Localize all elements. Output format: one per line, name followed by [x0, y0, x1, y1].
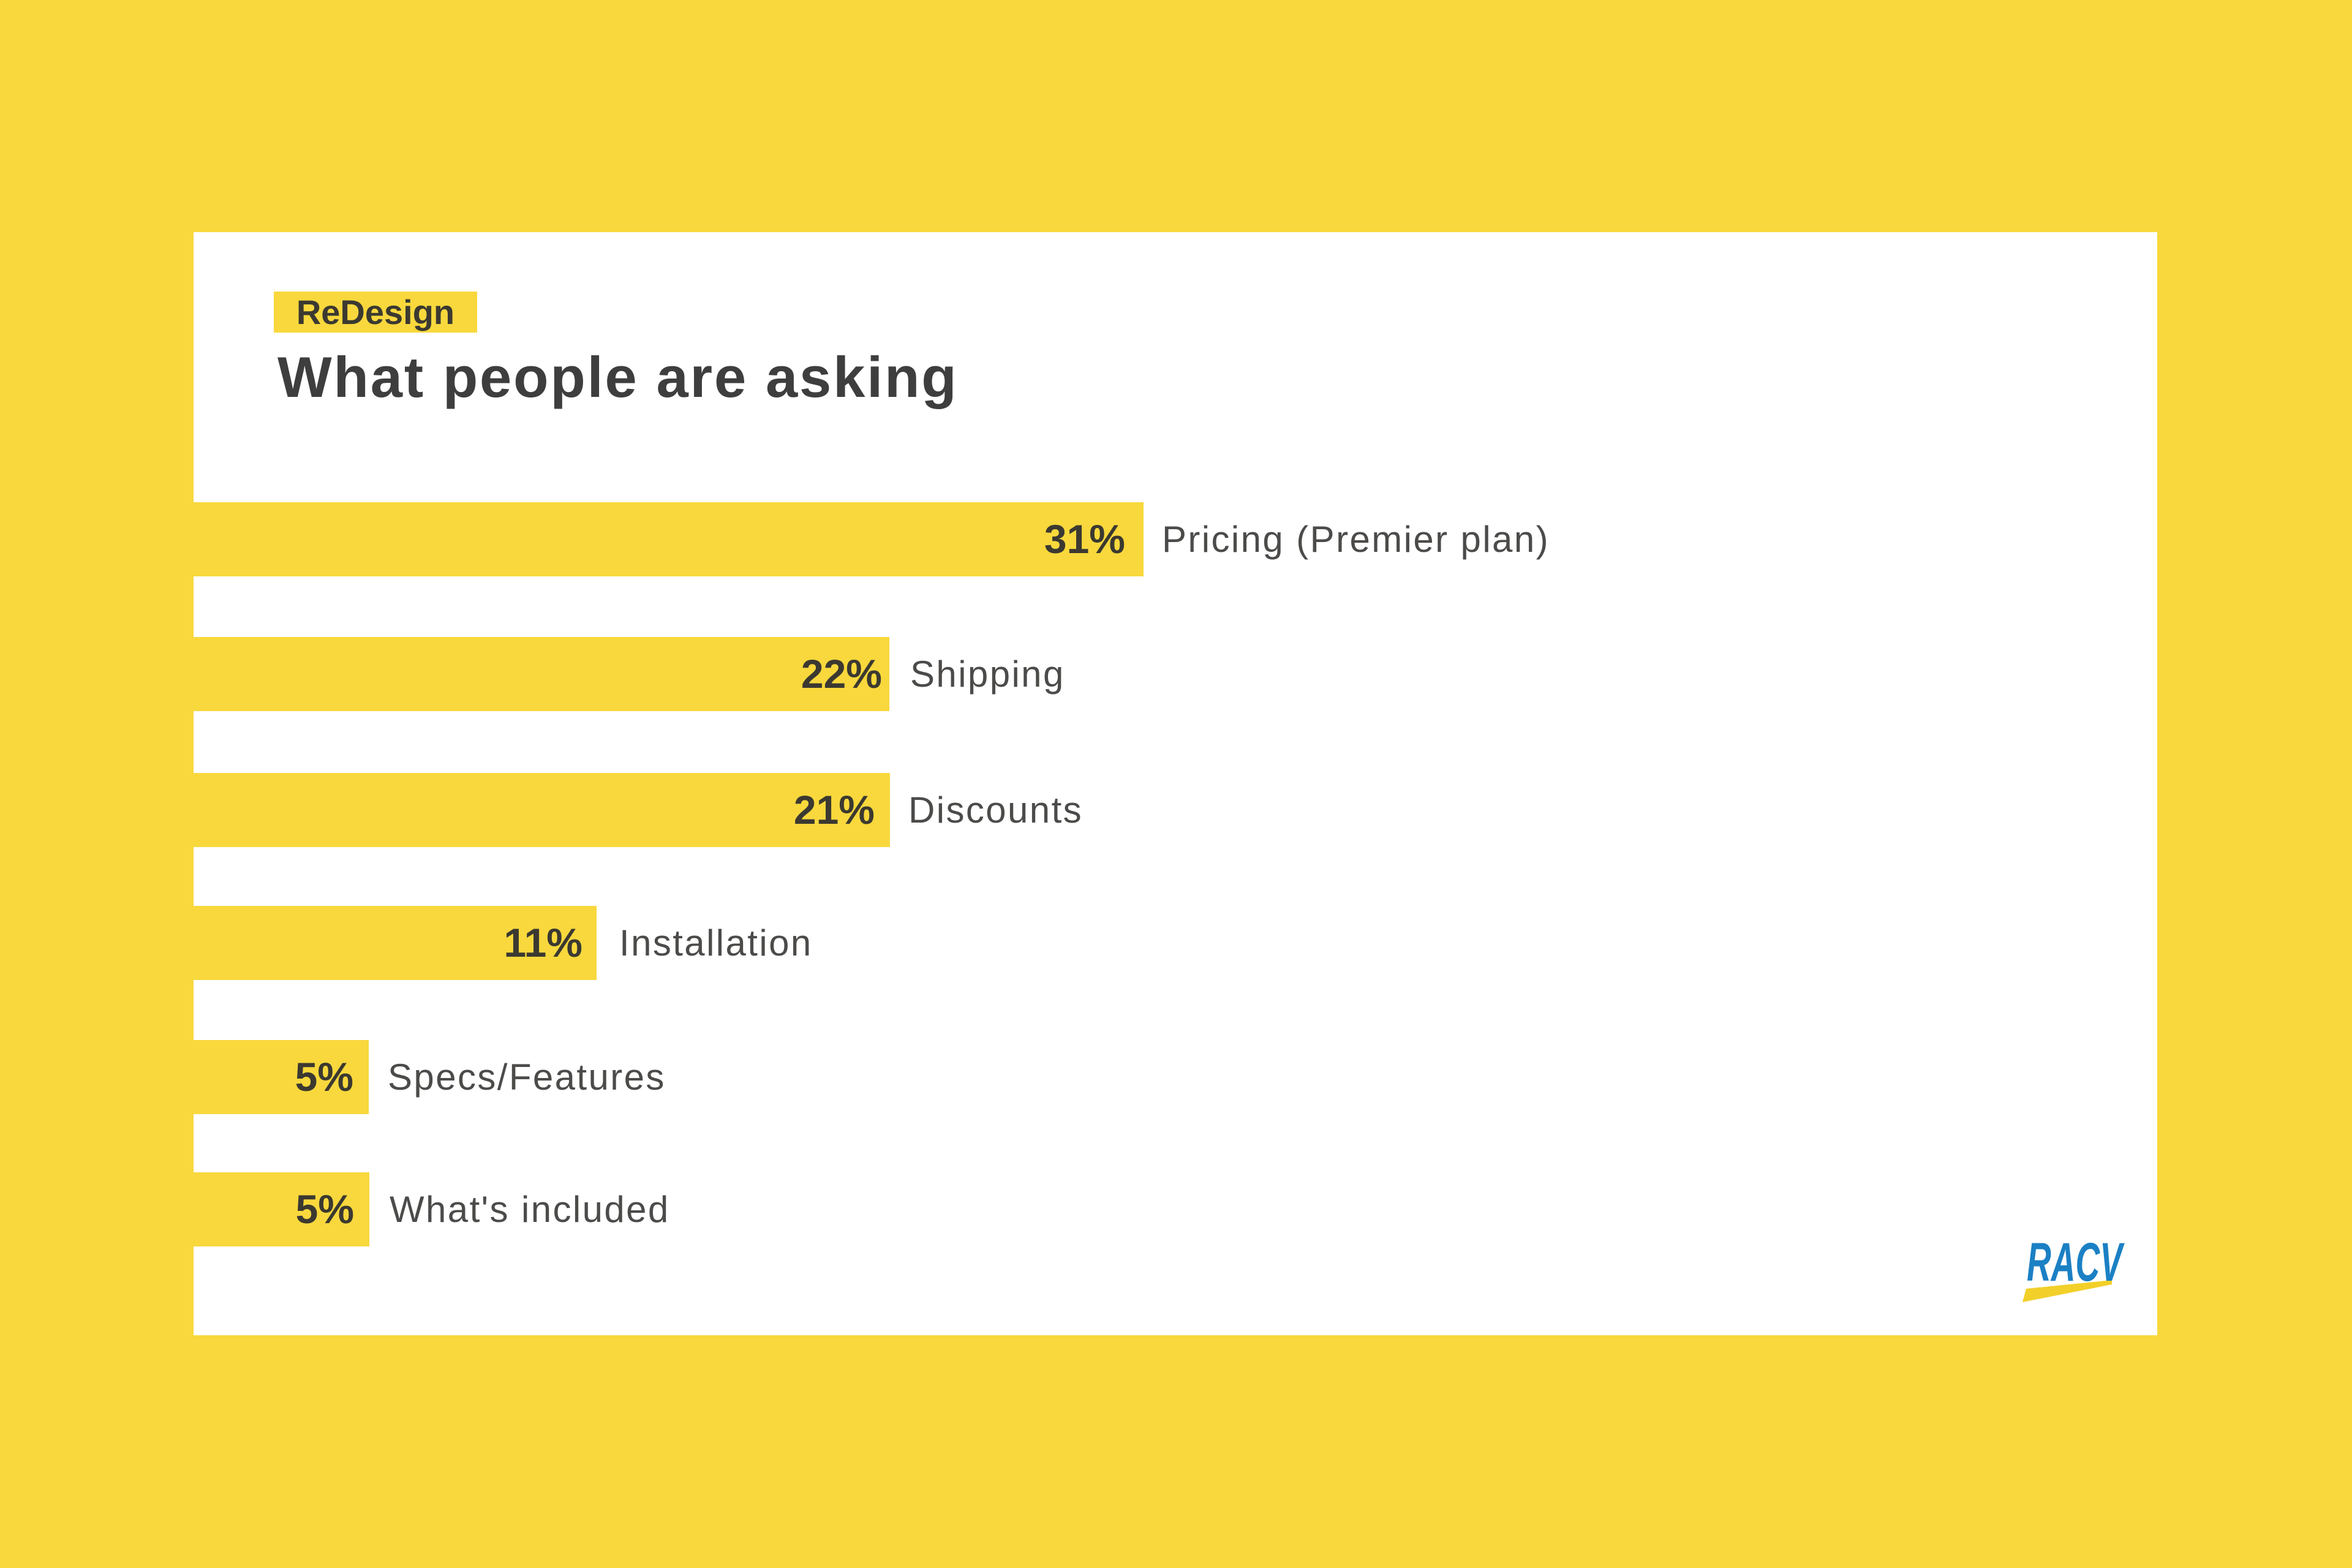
svg-text:RACV: RACV: [2027, 1234, 2125, 1292]
